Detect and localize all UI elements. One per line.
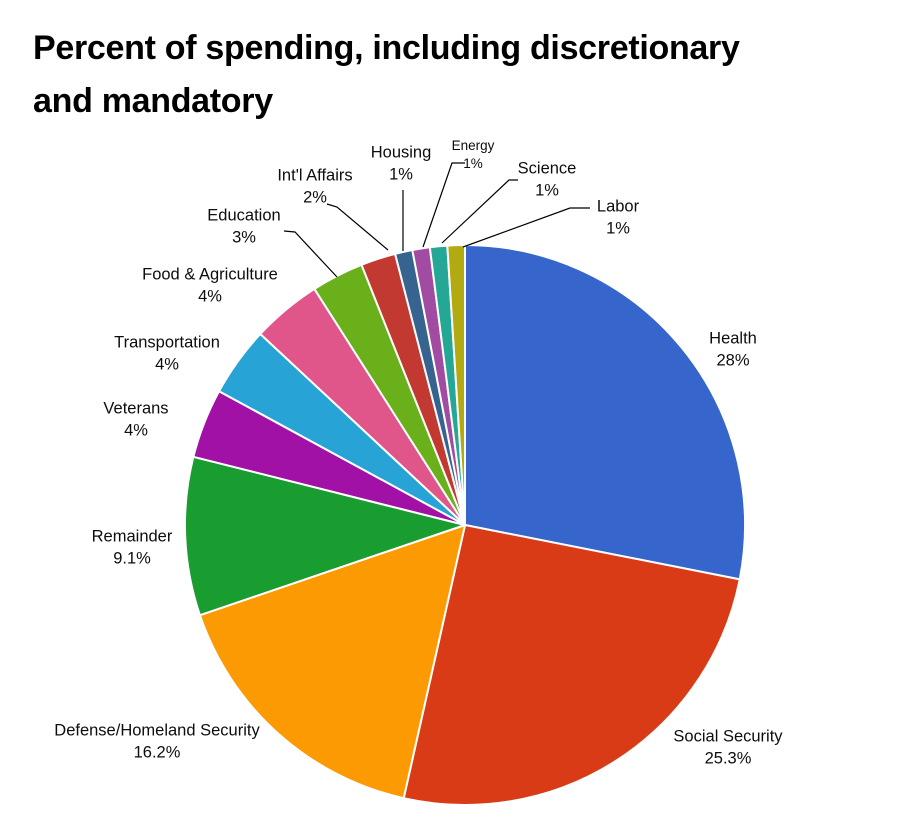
slice-label-housing: Housing 1% [371,142,432,187]
slice-label-name: Science [517,159,577,178]
slice-label-percent: 4% [155,356,179,374]
slice-label-science: Science 1% [518,158,577,203]
pie-slice-remainder [183,455,466,617]
slice-label-percent: 2% [303,189,327,207]
slice-label-name: Veterans [103,399,169,418]
slice-label-name: Health [709,329,757,348]
pie-slice-social-security [402,524,741,806]
leader-line-science [441,179,518,244]
slice-label-percent: 3% [232,229,256,247]
pie-slice-health [464,244,747,581]
chart-title: Percent of spending, including discretio… [33,22,740,128]
slice-label-food-agriculture: Food & Agriculture 4% [142,264,278,309]
slice-label-int-l-affairs: Int'l Affairs 2% [277,165,352,210]
slice-label-veterans: Veterans 4% [103,398,168,443]
slice-label-percent: 1% [389,166,413,184]
slice-label-name: Food & Agriculture [142,265,278,284]
slice-label-transportation: Transportation 4% [114,332,220,377]
slice-label-social-security: Social Security 25.3% [673,726,782,771]
leader-line-labor [462,207,590,248]
leader-line-energy [422,162,465,248]
slice-label-energy: Energy 1% [452,137,495,173]
slice-label-name: Transportation [114,333,220,352]
slice-label-percent: 1% [463,156,483,171]
slice-label-remainder: Remainder 9.1% [92,526,173,571]
chart-title-line1: Percent of spending, including discretio… [33,29,740,67]
leader-lines [283,162,590,278]
slice-label-percent: 9.1% [113,550,151,568]
slice-label-name: Defense/Homeland Security [54,721,260,740]
slice-label-name: Energy [451,137,495,153]
slice-label-percent: 16.2% [133,744,181,762]
slice-label-percent: 1% [535,182,559,200]
slice-label-health: Health 28% [709,328,757,373]
slice-label-name: Social Security [673,727,783,746]
pie-slices [183,244,747,806]
slice-label-percent: 4% [124,422,148,440]
slice-label-name: Remainder [91,527,173,546]
slice-label-percent: 28% [716,352,750,370]
slice-label-name: Housing [370,143,432,162]
slice-label-labor: Labor 1% [597,196,639,241]
slice-label-education: Education 3% [207,205,280,250]
leader-line-education [283,230,338,278]
leader-line-int-l-affairs [326,203,389,251]
pie-slice-labor [446,244,466,526]
slice-label-percent: 4% [198,288,222,306]
slice-label-name: Labor [596,197,640,216]
slice-label-percent: 25.3% [704,750,752,768]
slice-label-name: Education [207,206,281,225]
slice-label-defense-homeland-security: Defense/Homeland Security 16.2% [54,720,259,765]
slice-label-name: Int'l Affairs [277,166,353,185]
slice-label-percent: 1% [606,220,630,238]
chart-title-line2: and mandatory [33,82,273,120]
